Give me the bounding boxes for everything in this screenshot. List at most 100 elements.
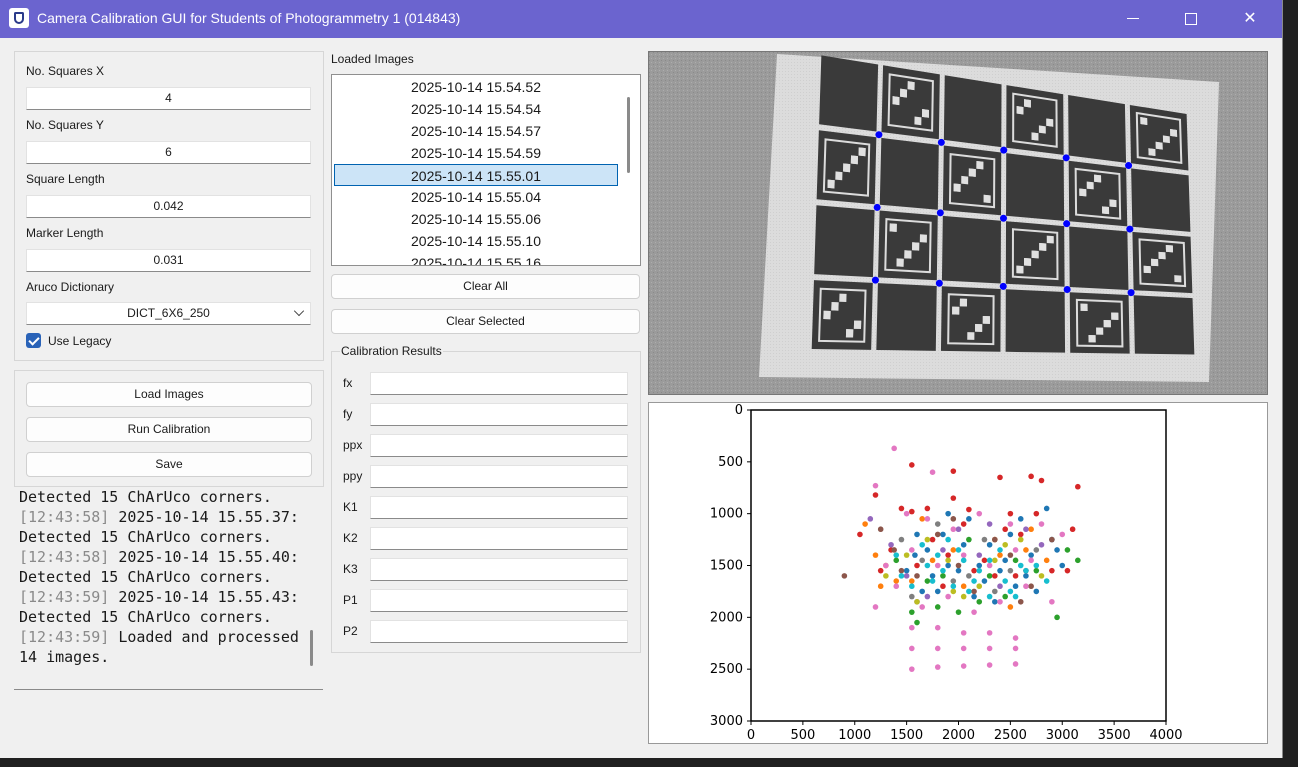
image-preview	[648, 51, 1268, 395]
data-point	[971, 588, 977, 595]
data-point	[971, 578, 977, 584]
log-output[interactable]: Detected 15 ChArUco corners. [12:43:58] 2…	[14, 490, 323, 690]
log-text: Detected 15 ChArUco corners.	[19, 528, 272, 546]
result-field-p2[interactable]	[370, 620, 628, 643]
image-list-item[interactable]: 2025-10-14 15.54.54	[411, 101, 541, 117]
data-point	[1012, 583, 1019, 590]
data-point	[867, 516, 874, 522]
data-point	[950, 468, 957, 474]
load-images-button[interactable]: Load Images	[26, 382, 312, 407]
marker-cell	[1038, 125, 1046, 134]
result-field-k1[interactable]	[370, 496, 628, 519]
marker-cell	[1086, 181, 1094, 190]
log-timestamp: [12:43:59]	[19, 628, 110, 646]
result-field-fy[interactable]	[370, 403, 628, 426]
result-field-ppx[interactable]	[370, 434, 628, 457]
close-button[interactable]: ✕	[1221, 0, 1279, 38]
data-point	[914, 598, 920, 605]
maximize-button[interactable]	[1162, 0, 1220, 38]
image-list-item[interactable]: 2025-10-14 15.54.57	[411, 123, 541, 139]
data-point	[1023, 583, 1029, 590]
x-tick-label: 1000	[838, 728, 871, 743]
data-point	[924, 536, 931, 543]
data-point	[934, 562, 941, 569]
log-text: Detected 15 ChArUco corners.	[19, 568, 272, 586]
marker-length-input[interactable]: 0.031	[26, 249, 311, 272]
data-point	[1033, 567, 1040, 574]
detected-corner-dot	[1063, 286, 1071, 293]
y-tick-label: 1500	[710, 559, 743, 574]
marker-cell	[1080, 303, 1088, 312]
data-point	[1038, 573, 1045, 579]
image-list-item[interactable]: 2025-10-14 15.54.59	[411, 145, 541, 161]
data-point	[1017, 562, 1024, 569]
data-point	[997, 567, 1003, 574]
dictionary-label: Aruco Dictionary	[26, 280, 115, 294]
data-point	[898, 505, 905, 512]
data-point	[997, 583, 1003, 590]
data-point	[924, 547, 931, 553]
marker-cell	[853, 320, 862, 329]
list-scrollbar[interactable]	[627, 97, 630, 173]
run-calibration-button[interactable]: Run Calibration	[26, 417, 312, 442]
dictionary-select[interactable]: DICT_6X6_250	[26, 302, 311, 325]
data-point	[1023, 526, 1029, 533]
use-legacy-label[interactable]: Use Legacy	[48, 334, 112, 348]
image-list-item[interactable]: 2025-10-14 15.55.04	[411, 189, 541, 205]
data-point	[909, 624, 915, 631]
squares-y-input[interactable]: 6	[26, 141, 311, 164]
result-field-k2[interactable]	[370, 527, 628, 550]
data-point	[1043, 557, 1050, 564]
result-field-p1[interactable]	[370, 589, 628, 612]
result-field-ppy[interactable]	[370, 465, 628, 488]
marker-cell	[835, 171, 843, 181]
image-list-item[interactable]: 2025-10-14 15.54.52	[411, 79, 541, 95]
image-list-item[interactable]: 2025-10-14 15.55.10	[411, 233, 541, 249]
data-point	[914, 562, 920, 569]
log-scrollbar[interactable]	[310, 630, 313, 666]
image-list-item[interactable]: 2025-10-14 15.55.16	[411, 255, 541, 266]
marker-cell	[1103, 319, 1111, 328]
marker-cell	[983, 194, 991, 204]
image-list-item[interactable]: 2025-10-14 15.55.06	[411, 211, 541, 227]
marker-cell	[1024, 258, 1032, 266]
data-point	[1064, 547, 1071, 553]
result-field-k3[interactable]	[370, 558, 628, 581]
data-point	[971, 609, 977, 615]
save-button[interactable]: Save	[26, 452, 312, 477]
image-list-item[interactable]: 2025-10-14 15.55.01	[334, 164, 618, 186]
data-point	[1059, 562, 1066, 569]
title-bar[interactable]: Camera Calibration GUI for Students of P…	[0, 0, 1282, 38]
data-point	[1054, 547, 1060, 553]
marker-cell	[1031, 132, 1039, 141]
data-point	[960, 541, 967, 548]
log-line: [12:43:59] Loaded and processed	[19, 627, 309, 647]
marker-cell	[1143, 265, 1151, 274]
board-square	[814, 205, 875, 278]
data-point	[955, 609, 962, 615]
data-point	[1017, 516, 1024, 522]
data-point	[1012, 557, 1019, 564]
log-text: 14 images.	[19, 648, 110, 666]
data-point	[903, 573, 910, 579]
clear-selected-button[interactable]: Clear Selected	[331, 309, 640, 334]
data-point	[940, 567, 946, 574]
minimize-button[interactable]	[1104, 0, 1162, 38]
data-point	[909, 609, 915, 615]
clear-all-button[interactable]: Clear All	[331, 274, 640, 299]
data-point	[898, 536, 905, 543]
data-point	[924, 505, 931, 512]
use-legacy-checkbox[interactable]	[26, 333, 41, 348]
data-point	[1023, 573, 1029, 579]
loaded-images-list[interactable]: 2025-10-14 15.54.52 2025-10-14 15.54.54 20…	[331, 74, 641, 266]
square-length-input[interactable]: 0.042	[26, 195, 311, 218]
data-point	[981, 536, 988, 543]
squares-x-input[interactable]: 4	[26, 87, 311, 110]
data-point	[976, 552, 983, 558]
result-field-fx[interactable]	[370, 372, 628, 395]
board-square	[811, 280, 873, 350]
data-point	[1038, 541, 1045, 548]
data-point	[929, 557, 936, 564]
data-point	[909, 645, 915, 652]
dictionary-value: DICT_6X6_250	[127, 306, 210, 320]
